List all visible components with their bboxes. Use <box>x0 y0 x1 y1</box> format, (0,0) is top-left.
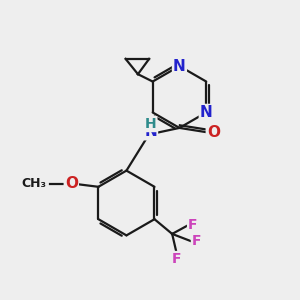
Text: O: O <box>207 125 220 140</box>
Text: CH₃: CH₃ <box>22 177 47 190</box>
Text: N: N <box>144 124 157 139</box>
Text: H: H <box>145 117 156 131</box>
Text: O: O <box>65 176 78 191</box>
Text: F: F <box>172 252 181 266</box>
Text: N: N <box>200 105 213 120</box>
Text: F: F <box>188 218 197 232</box>
Text: N: N <box>173 58 186 74</box>
Text: F: F <box>192 234 201 248</box>
